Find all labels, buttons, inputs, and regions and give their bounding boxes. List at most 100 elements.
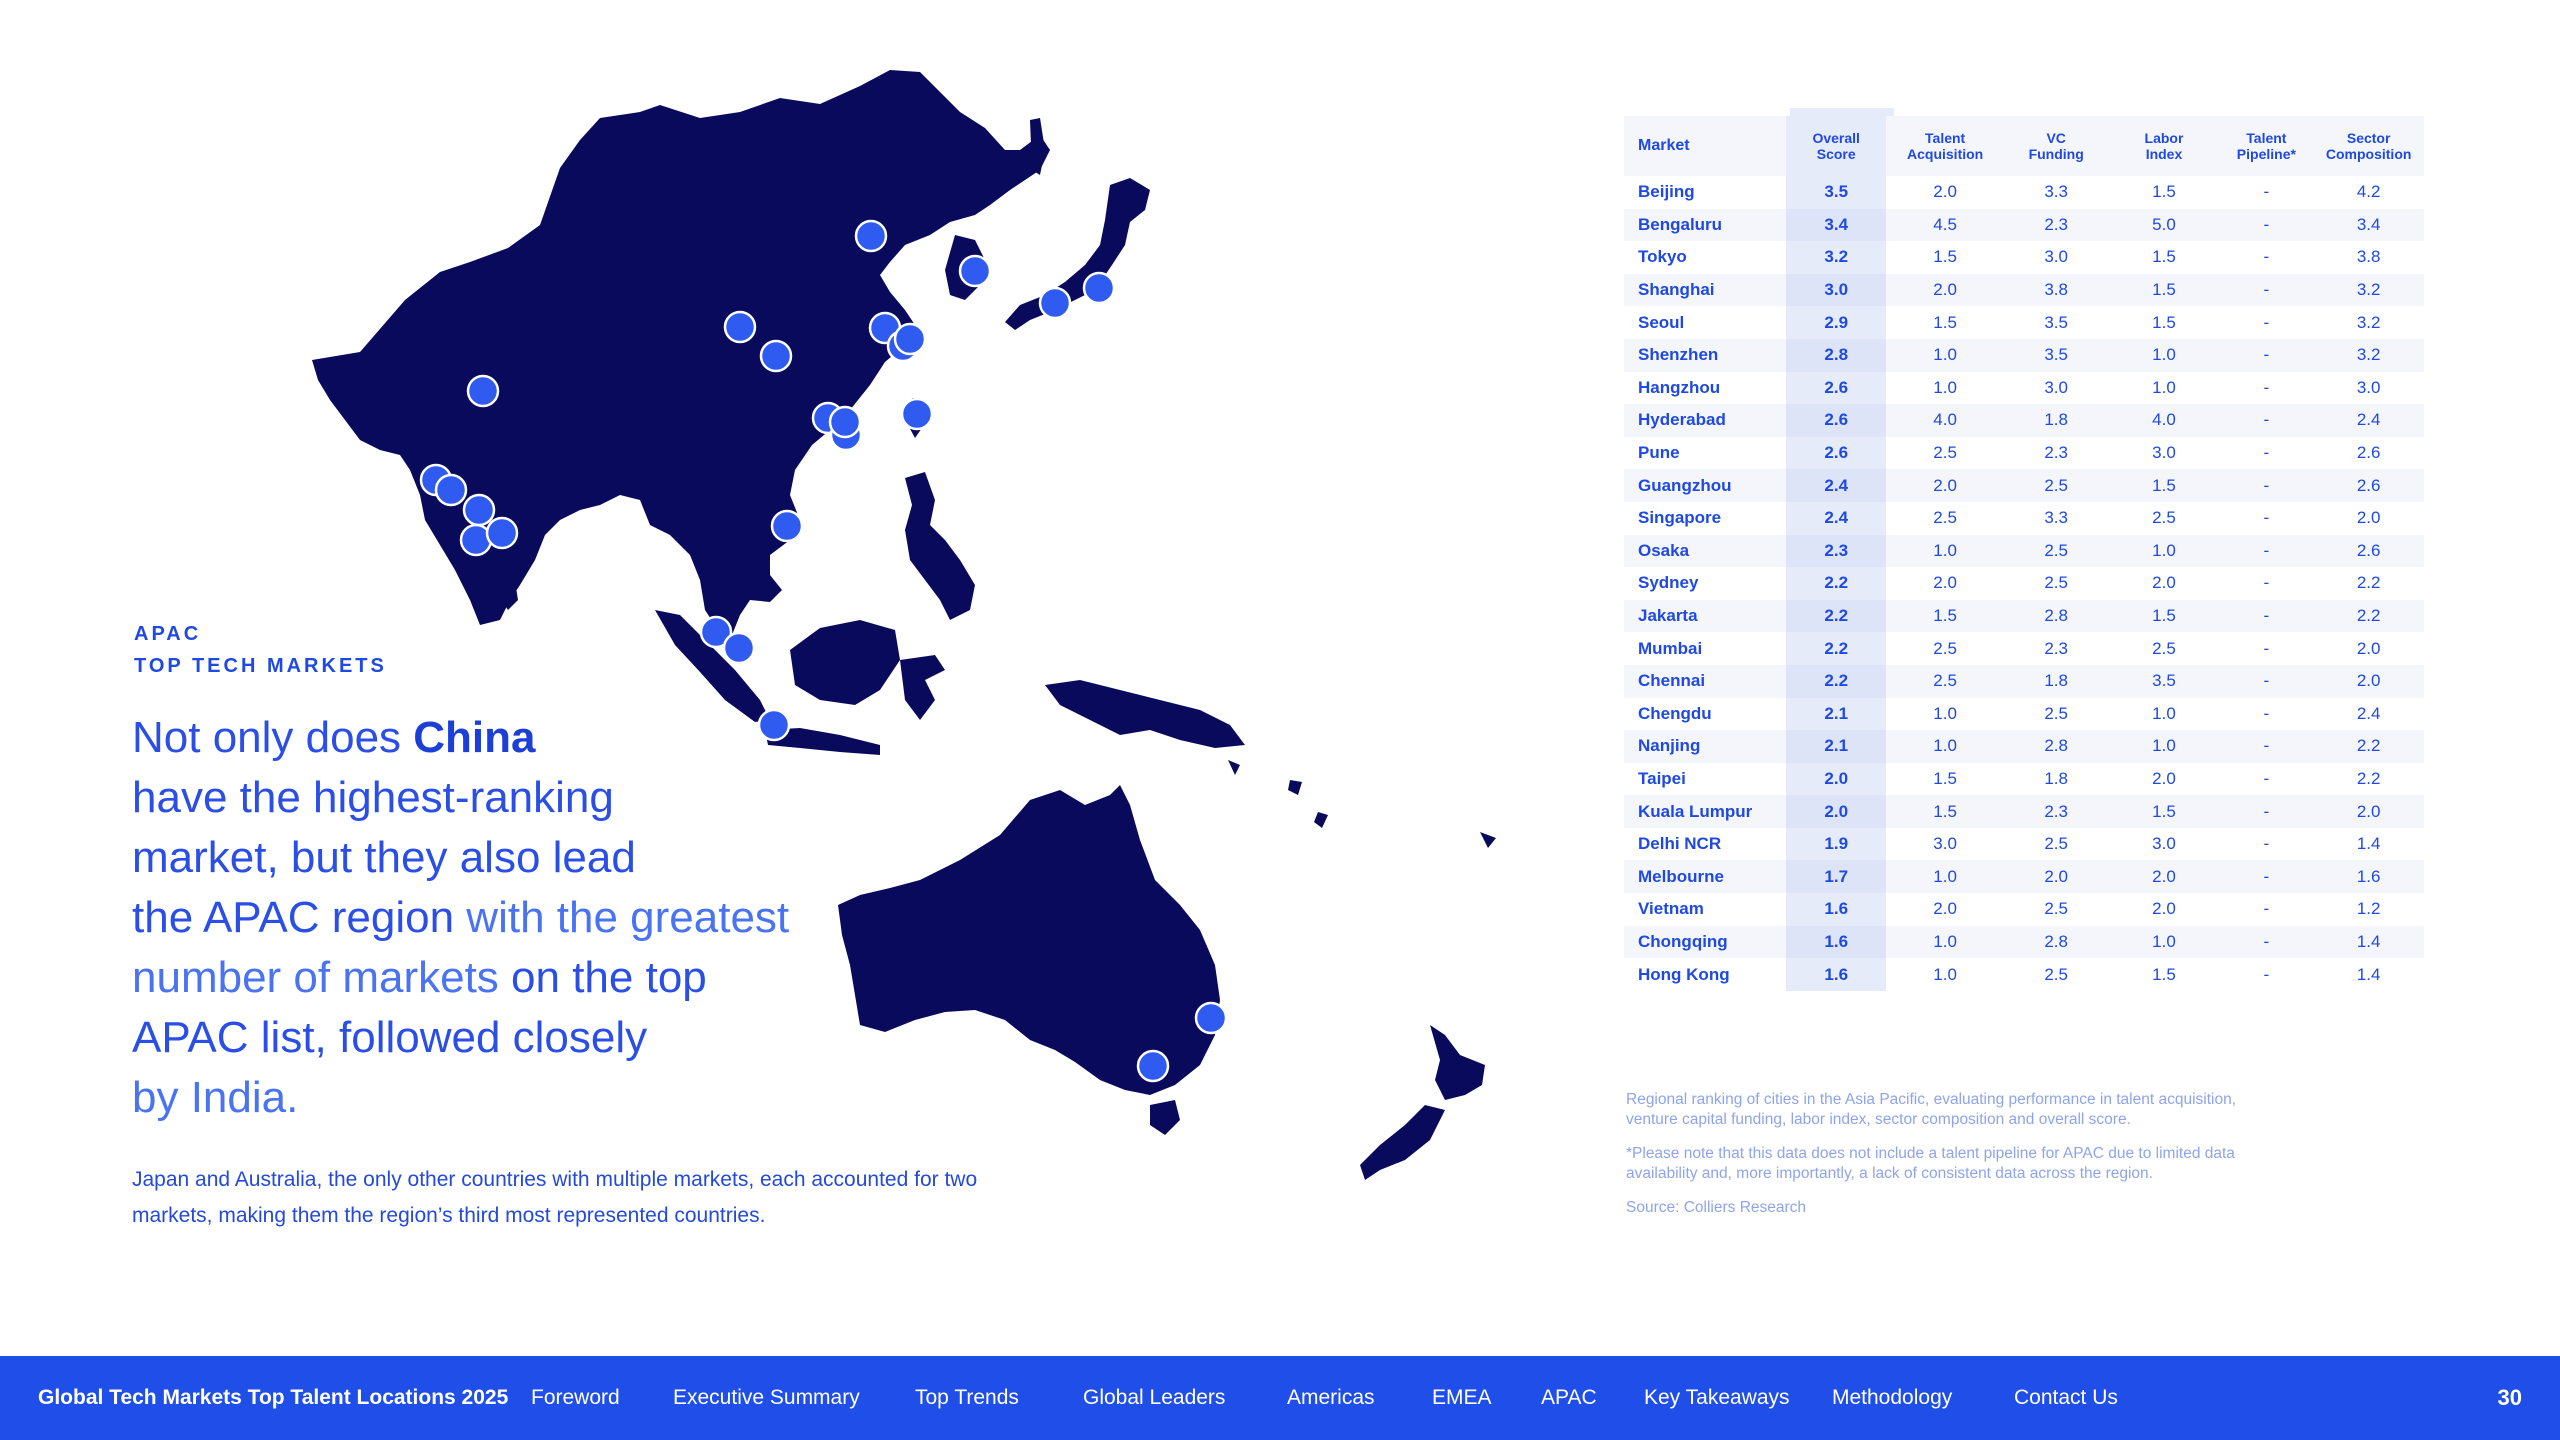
cell-sector-composition: 3.0 (2356, 377, 2381, 397)
cell-labor-index: 2.5 (2152, 638, 2176, 658)
marker-chengdu[interactable] (723, 310, 757, 344)
marker-chongqing[interactable] (759, 339, 793, 373)
cell-sector-composition: 2.0 (2313, 664, 2424, 698)
cell-market: Seoul (1638, 312, 1685, 332)
cell-market: Nanjing (1624, 730, 1786, 763)
marker-chennai[interactable] (485, 516, 519, 550)
cell-vc-funding: 3.0 (2044, 247, 2068, 267)
cell-talent-acquisition: 1.0 (1886, 925, 2004, 959)
marker-tokyo[interactable] (1082, 271, 1116, 305)
cell-talent-acquisition: 3.0 (1933, 834, 1957, 854)
philippines-shape (905, 472, 975, 620)
marker-jakarta[interactable] (757, 708, 791, 742)
table-row: Guangzhou 2.4 2.0 2.5 1.5-2.6 (1624, 469, 2424, 502)
cell-talent-pipeline: - (2263, 768, 2270, 788)
nav-executive-summary[interactable]: Executive Summary (673, 1386, 860, 1409)
rankings-table: Market Overall Score Talent Acquisition … (1624, 116, 2424, 991)
nav-key-takeaways[interactable]: Key Takeaways (1644, 1386, 1790, 1409)
header-line: Talent (2246, 130, 2287, 146)
marker-taipei[interactable] (900, 397, 934, 431)
table-row: Shanghai 3.0 2.0 3.8 1.5-3.2 (1624, 273, 2424, 307)
bottom-navbar: Global Tech Markets Top Talent Locations… (0, 1356, 2560, 1440)
cell-talent-pipeline: - (2219, 404, 2314, 437)
cell-vc-funding: 2.3 (2003, 208, 2109, 242)
cell-sector-composition: 2.4 (2313, 404, 2424, 437)
headline-part: by India. (132, 1073, 299, 1122)
marker-sydney[interactable] (1194, 1001, 1228, 1035)
cell-talent-pipeline: - (2219, 599, 2314, 633)
cell-talent-pipeline: - (2219, 795, 2314, 828)
marker-shanghai[interactable] (893, 322, 927, 356)
cell-talent-acquisition: 2.0 (1933, 182, 1957, 202)
cell-talent-acquisition: 1.0 (1886, 338, 2004, 372)
nav-contact-us[interactable]: Contact Us (2014, 1386, 2118, 1409)
cell-talent-pipeline: - (2263, 638, 2270, 658)
headline-part: Not only does (132, 713, 414, 762)
table-row: Singapore 2.4 2.5 3.3 2.5 - 2.0 (1624, 501, 2424, 535)
header-talent-acquisition: Talent Acquisition (1886, 116, 2004, 176)
cell-vc-funding: 1.8 (2003, 404, 2109, 437)
cell-overall-score: 1.6 (1786, 925, 1887, 959)
marker-kuala-lumpur[interactable] (699, 615, 733, 649)
cell-market: Pune (1638, 443, 1680, 463)
headline-part: the APAC region (132, 893, 455, 942)
marker-hong-kong[interactable] (828, 405, 862, 439)
cell-market: Guangzhou (1624, 469, 1786, 502)
header-talent-pipeline: Talent Pipeline* (2219, 116, 2314, 176)
section-kicker: APAC TOP TECH MARKETS (134, 618, 387, 682)
marker-singapore[interactable] (722, 631, 756, 665)
marker-vietnam[interactable] (770, 509, 804, 543)
marker-delhi-ncr[interactable] (466, 374, 500, 408)
table-row: Hangzhou 2.6 1.0 3.0 1.0 - 3.0 (1624, 371, 2424, 405)
cell-sector-composition: 2.6 (2313, 469, 2424, 502)
table-row: Pune 2.6 2.5 2.3 3.0 - 2.6 (1624, 436, 2424, 470)
source-credit: Source: Colliers Research (1626, 1199, 1807, 1216)
marker-melbourne[interactable] (1136, 1049, 1170, 1083)
nav-americas[interactable]: Americas (1287, 1386, 1375, 1409)
cell-labor-index: 2.0 (2152, 573, 2176, 593)
cell-labor-index: 3.0 (2152, 834, 2176, 854)
nav-apac[interactable]: APAC (1541, 1386, 1597, 1409)
headline-part: APAC list, followed closely (132, 1013, 648, 1062)
table-row: Hyderabad 2.6 4.0 1.8 4.0-2.4 (1624, 404, 2424, 437)
nav-top-trends[interactable]: Top Trends (915, 1386, 1019, 1409)
cell-sector-composition: 2.2 (2356, 768, 2381, 788)
cell-market: Shanghai (1624, 273, 1786, 307)
kicker-region: APAC (134, 623, 202, 645)
marker-pune[interactable] (434, 473, 468, 507)
marker-seoul[interactable] (958, 254, 992, 288)
header-line: Sector (2346, 130, 2391, 146)
marker-osaka[interactable] (1038, 286, 1072, 320)
cell-vc-funding: 1.8 (2044, 768, 2068, 788)
cell-overall-score: 3.0 (1786, 273, 1887, 307)
cell-market: Chongqing (1624, 925, 1786, 959)
cell-market: Jakarta (1624, 599, 1786, 633)
marker-beijing[interactable] (854, 219, 888, 253)
table-row: Kuala Lumpur 2.0 1.5 2.3 1.5-2.0 (1624, 795, 2424, 828)
table-row: Sydney 2.2 2.0 2.5 2.0 - 2.2 (1624, 567, 2424, 600)
cell-vc-funding: 2.5 (2044, 573, 2068, 593)
nav-global-leaders[interactable]: Global Leaders (1083, 1386, 1226, 1409)
headline-china: China (413, 713, 536, 762)
cell-sector-composition: 2.2 (2356, 573, 2381, 593)
cell-talent-acquisition: 2.5 (1933, 443, 1957, 463)
header-sector-composition: Sector Composition (2313, 116, 2424, 176)
cell-sector-composition: 3.2 (2313, 338, 2424, 372)
cell-overall-score: 1.7 (1786, 860, 1887, 894)
report-title[interactable]: Global Tech Markets Top Talent Locations… (38, 1386, 509, 1409)
cell-talent-acquisition: 2.5 (1933, 508, 1957, 528)
nav-foreword[interactable]: Foreword (531, 1386, 620, 1409)
cell-talent-acquisition: 1.5 (1933, 768, 1957, 788)
cell-talent-pipeline: - (2263, 964, 2270, 984)
marker-hyderabad[interactable] (462, 493, 496, 527)
nav-emea[interactable]: EMEA (1432, 1386, 1492, 1409)
cell-overall-score: 2.1 (1786, 697, 1887, 731)
cell-labor-index: 4.0 (2108, 404, 2220, 437)
nav-methodology[interactable]: Methodology (1832, 1386, 1953, 1409)
table-row: Bengaluru 3.4 4.5 2.3 5.0-3.4 (1624, 208, 2424, 242)
cell-market: Singapore (1638, 508, 1722, 528)
table-row: Jakarta 2.2 1.5 2.8 1.5-2.2 (1624, 599, 2424, 633)
cell-talent-pipeline: - (2219, 664, 2314, 698)
cell-overall-score: 2.2 (1786, 632, 1887, 665)
map-svg (312, 70, 1496, 1180)
